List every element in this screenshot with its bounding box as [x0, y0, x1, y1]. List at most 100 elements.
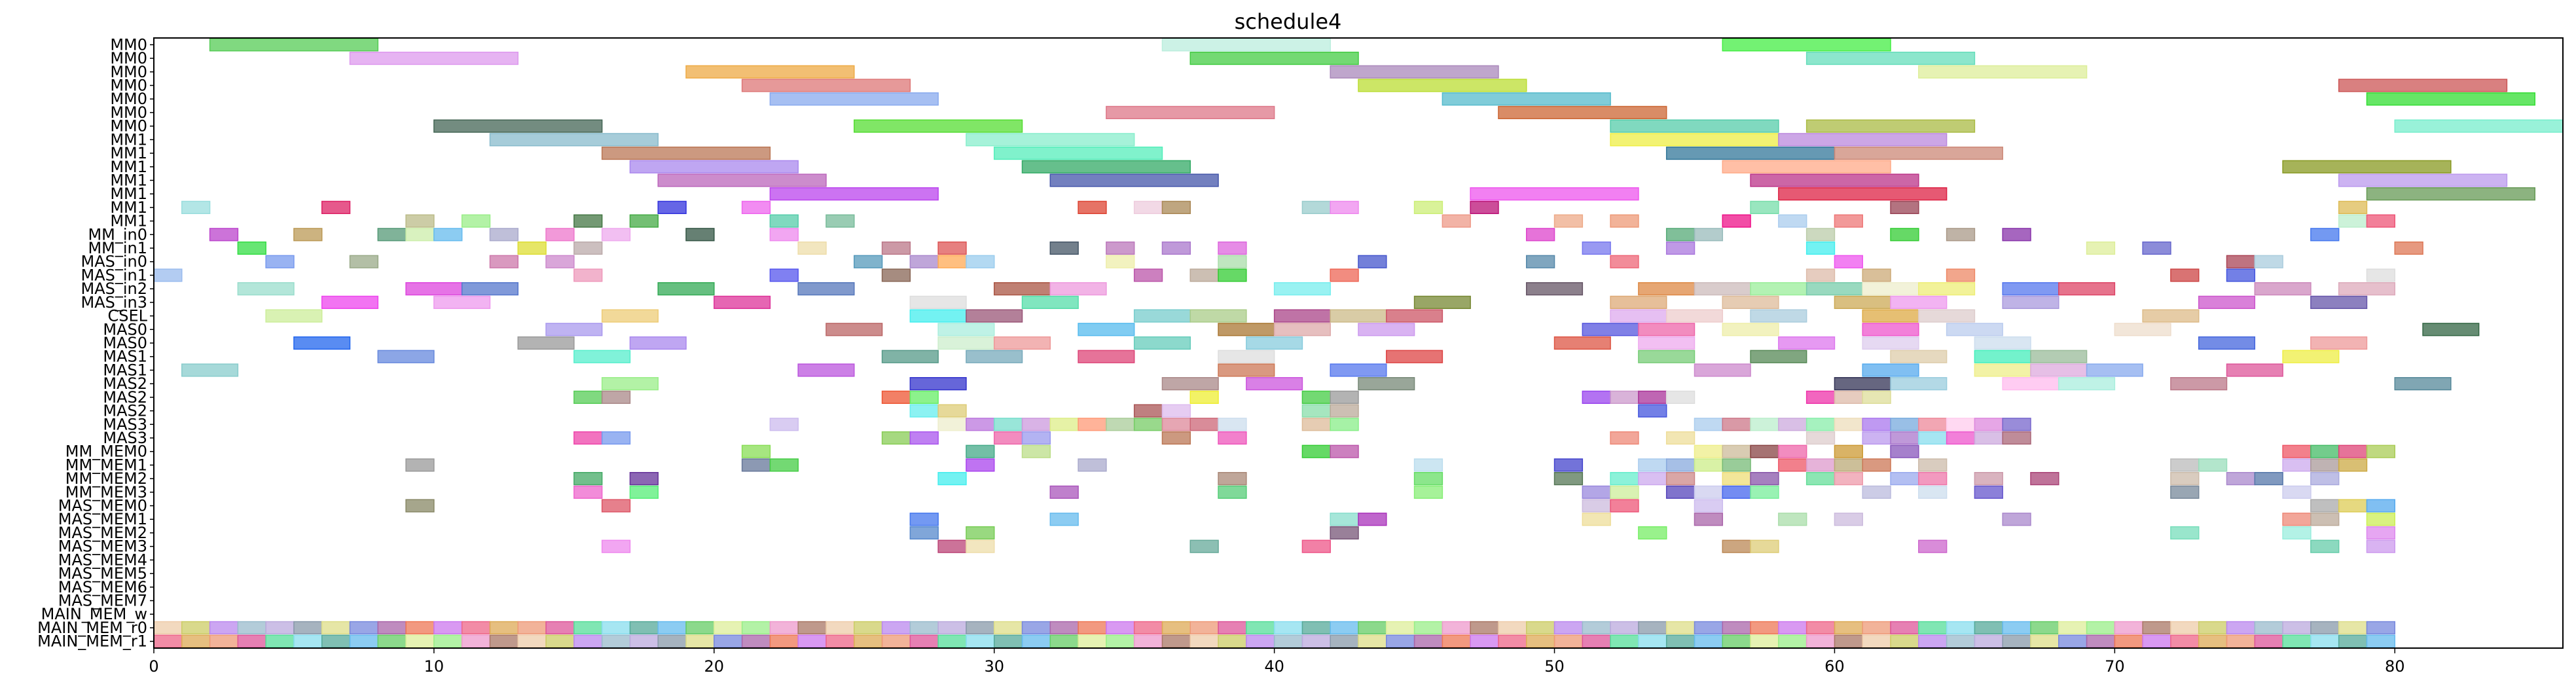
memory-bar [1722, 621, 1751, 635]
task-bar [1358, 79, 1527, 92]
memory-bar [741, 621, 771, 635]
task-bar [1918, 485, 1948, 499]
task-bar [1890, 377, 1948, 391]
memory-bar [1525, 634, 1555, 648]
memory-bar [685, 634, 715, 648]
memory-bar [909, 621, 939, 635]
task-bar [1750, 485, 1779, 499]
task-bar [1049, 513, 1079, 526]
task-bar [2422, 323, 2480, 336]
task-bar [937, 404, 967, 418]
memory-bar [881, 634, 911, 648]
task-bar [714, 295, 771, 309]
memory-bar [349, 621, 379, 635]
task-bar [1918, 539, 1948, 553]
task-bar [1413, 485, 1443, 499]
memory-bar [825, 621, 855, 635]
task-bar [2002, 513, 2031, 526]
task-bar [1078, 323, 1135, 336]
memory-bar [1638, 634, 1667, 648]
task-bar [1301, 539, 1331, 553]
task-bar [1974, 418, 2003, 431]
task-bar [1301, 404, 1331, 418]
task-bar [1694, 513, 1724, 526]
task-bar [2114, 323, 2171, 336]
task-bar [1722, 214, 1751, 228]
y-tick-label: MM1 [110, 171, 147, 189]
task-bar [293, 336, 351, 350]
memory-bar [1021, 621, 1051, 635]
task-bar [2170, 458, 2200, 472]
task-bar [1582, 323, 1639, 336]
memory-bar [1610, 634, 1639, 648]
task-bar [1386, 309, 1443, 323]
memory-bar [1301, 621, 1331, 635]
task-bar [854, 119, 1023, 133]
x-tick-label: 0 [149, 657, 158, 676]
task-bar [769, 418, 799, 431]
memory-bar [854, 634, 883, 648]
task-bar [1218, 418, 1247, 431]
y-tick-label: MM1 [110, 212, 147, 230]
y-tick-label: MAS1 [103, 361, 147, 379]
memory-bar [601, 634, 631, 648]
y-tick-label: MAS2 [103, 374, 147, 393]
task-bar [2366, 268, 2396, 282]
memory-bar [1189, 634, 1219, 648]
task-bar [1918, 282, 1976, 296]
memory-bar [2170, 634, 2200, 648]
task-bar [1722, 485, 1751, 499]
memory-bar [1834, 621, 1863, 635]
y-tick-label: MM1 [110, 185, 147, 203]
memory-bar [2058, 621, 2088, 635]
task-bar [993, 282, 1051, 296]
task-bar [1301, 418, 1331, 431]
memory-bar [1778, 634, 1807, 648]
task-bar [1665, 241, 1696, 255]
task-bar [1750, 539, 1779, 553]
memory-bar [181, 621, 211, 635]
task-bar [2002, 377, 2059, 391]
memory-bar [2226, 621, 2256, 635]
memory-bar [1582, 634, 1611, 648]
memory-bar [377, 621, 407, 635]
task-bar [1805, 418, 1836, 431]
y-tick-label: MM0 [110, 63, 147, 81]
task-bar [433, 228, 463, 242]
task-bar [2226, 363, 2283, 377]
task-bar [1582, 241, 1611, 255]
y-tick-label: MAS_MEM0 [58, 497, 147, 515]
task-bar [1133, 418, 1163, 431]
task-bar [966, 133, 1135, 147]
memory-bar [1078, 621, 1107, 635]
task-bar [2002, 431, 2031, 445]
task-bar [1218, 255, 1247, 268]
task-bar [1694, 418, 1724, 431]
task-bar [1890, 350, 1948, 363]
task-bar [1946, 431, 1976, 445]
task-bar [405, 228, 435, 242]
task-bar [349, 255, 379, 268]
task-bar [1862, 282, 1919, 296]
memory-bar [1330, 621, 1359, 635]
memory-bar [461, 634, 491, 648]
memory-bar [1218, 634, 1247, 648]
task-bar [1890, 228, 1919, 242]
task-bar [2002, 418, 2031, 431]
task-bar [741, 458, 771, 472]
memory-bar [881, 621, 911, 635]
task-bar [2198, 458, 2228, 472]
memory-bar [937, 621, 967, 635]
memory-bar [629, 634, 659, 648]
task-bar [1218, 350, 1275, 363]
task-bar [601, 228, 631, 242]
x-tick-label: 50 [1544, 657, 1565, 676]
memory-bar [685, 621, 715, 635]
memory-bar [2282, 634, 2312, 648]
task-bar [2254, 472, 2283, 486]
task-bar [1161, 38, 1331, 52]
task-bar [2366, 513, 2396, 526]
task-bar [1218, 363, 1275, 377]
task-bar [1078, 350, 1135, 363]
task-bar [1778, 513, 1807, 526]
